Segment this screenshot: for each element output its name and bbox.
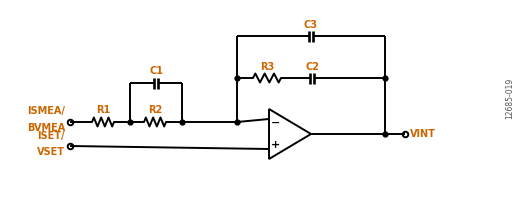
Text: C3: C3 [304, 20, 318, 30]
Text: BVMEA: BVMEA [27, 123, 65, 133]
Text: R1: R1 [96, 105, 110, 115]
Text: +: + [271, 140, 281, 150]
Text: VINT: VINT [410, 129, 436, 139]
Text: R3: R3 [260, 62, 274, 72]
Text: R2: R2 [148, 105, 162, 115]
Text: ISMEA/: ISMEA/ [27, 106, 65, 116]
Text: −: − [271, 118, 281, 128]
Text: ISET/: ISET/ [38, 131, 65, 141]
Text: VSET: VSET [37, 147, 65, 157]
Text: C2: C2 [305, 62, 319, 72]
Text: 12685-019: 12685-019 [505, 77, 515, 119]
Text: C1: C1 [149, 66, 163, 76]
